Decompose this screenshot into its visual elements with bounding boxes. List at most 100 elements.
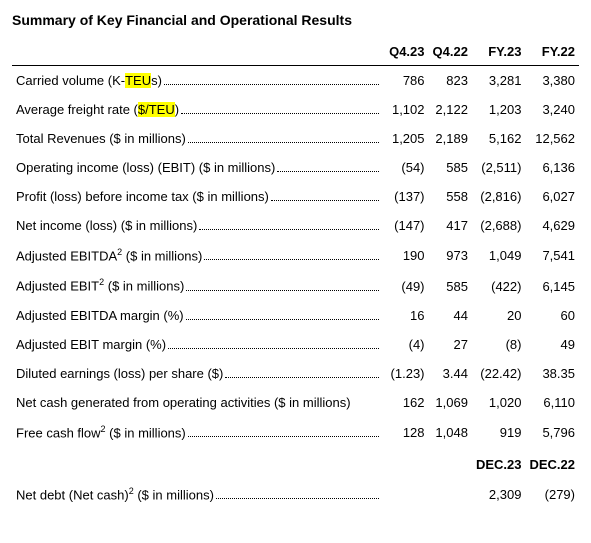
value-cell: 12,562 xyxy=(525,124,579,153)
value-cell xyxy=(429,479,472,509)
label-text: Operating income (loss) (EBIT) ($ in mil… xyxy=(16,160,275,175)
footnote-ref: 2 xyxy=(101,424,106,434)
value-cell: 3,240 xyxy=(525,95,579,124)
value-cell: (8) xyxy=(472,330,526,359)
value-cell: (54) xyxy=(385,153,428,182)
table-row: Profit (loss) before income tax ($ in mi… xyxy=(12,182,579,211)
value-cell: (422) xyxy=(472,270,526,300)
value-cell: 558 xyxy=(429,182,472,211)
value-cell: 1,205 xyxy=(385,124,428,153)
value-cell: 2,309 xyxy=(472,479,526,509)
sub-col-header: DEC.23 xyxy=(472,447,526,479)
col-header: Q4.22 xyxy=(429,38,472,66)
table-row: Net income (loss) ($ in millions)(147)41… xyxy=(12,211,579,240)
value-cell: (49) xyxy=(385,270,428,300)
value-cell: 973 xyxy=(429,240,472,270)
value-cell: 3.44 xyxy=(429,359,472,388)
col-header: FY.23 xyxy=(472,38,526,66)
table-row: Adjusted EBITDA2 ($ in millions) 1909731,… xyxy=(12,240,579,270)
label-text: Net cash generated from operating activi… xyxy=(16,395,351,410)
footnote-ref: 2 xyxy=(129,486,134,496)
value-cell: 4,629 xyxy=(525,211,579,240)
value-cell: 60 xyxy=(525,301,579,330)
value-cell: 190 xyxy=(385,240,428,270)
value-cell: 2,122 xyxy=(429,95,472,124)
row-label: Diluted earnings (loss) per share ($) xyxy=(12,359,385,388)
table-row: Net cash generated from operating activi… xyxy=(12,388,579,417)
value-cell: 1,069 xyxy=(429,388,472,417)
label-text: Total Revenues ($ in millions) xyxy=(16,131,186,146)
value-cell: 823 xyxy=(429,66,472,96)
header-row: Q4.23 Q4.22 FY.23 FY.22 xyxy=(12,38,579,66)
value-cell: 6,110 xyxy=(525,388,579,417)
row-label: Adjusted EBITDA2 ($ in millions) xyxy=(12,240,385,270)
header-blank xyxy=(12,38,385,66)
table-row: Adjusted EBIT2 ($ in millions) (49)585(42… xyxy=(12,270,579,300)
row-label: Operating income (loss) (EBIT) ($ in mil… xyxy=(12,153,385,182)
value-cell: (2,816) xyxy=(472,182,526,211)
table-row: Total Revenues ($ in millions) 1,2052,189… xyxy=(12,124,579,153)
row-label: Net income (loss) ($ in millions) xyxy=(12,211,385,240)
value-cell: 5,796 xyxy=(525,417,579,447)
value-cell: 38.35 xyxy=(525,359,579,388)
value-cell: 3,380 xyxy=(525,66,579,96)
value-cell: 20 xyxy=(472,301,526,330)
table-row: Adjusted EBITDA margin (%) 16442060 xyxy=(12,301,579,330)
value-cell: 27 xyxy=(429,330,472,359)
value-cell: 585 xyxy=(429,270,472,300)
col-header: FY.22 xyxy=(525,38,579,66)
highlight: TEU xyxy=(125,73,151,88)
label-text: Adjusted EBIT2 ($ in millions) xyxy=(16,277,184,293)
value-cell: 786 xyxy=(385,66,428,96)
label-text: Adjusted EBITDA margin (%) xyxy=(16,308,184,323)
row-label: Profit (loss) before income tax ($ in mi… xyxy=(12,182,385,211)
value-cell: 6,145 xyxy=(525,270,579,300)
table-row: Diluted earnings (loss) per share ($) (1.… xyxy=(12,359,579,388)
label-text: Net debt (Net cash)2 ($ in millions) xyxy=(16,486,214,502)
row-label: Net cash generated from operating activi… xyxy=(12,388,385,417)
value-cell: 128 xyxy=(385,417,428,447)
row-label: Carried volume (K-TEUs) xyxy=(12,66,385,96)
table-row: Operating income (loss) (EBIT) ($ in mil… xyxy=(12,153,579,182)
value-cell: 1,049 xyxy=(472,240,526,270)
table-row: Free cash flow2 ($ in millions)1281,0489… xyxy=(12,417,579,447)
label-text: Average freight rate ($/TEU) xyxy=(16,102,179,117)
value-cell: 16 xyxy=(385,301,428,330)
row-label: Total Revenues ($ in millions) xyxy=(12,124,385,153)
sub-col-header: DEC.22 xyxy=(525,447,579,479)
value-cell: 585 xyxy=(429,153,472,182)
value-cell xyxy=(385,479,428,509)
sub-header-row: DEC.23DEC.22 xyxy=(12,447,579,479)
table-row: Adjusted EBIT margin (%)(4)27(8)49 xyxy=(12,330,579,359)
value-cell: 49 xyxy=(525,330,579,359)
label-text: Diluted earnings (loss) per share ($) xyxy=(16,366,223,381)
label-text: Adjusted EBITDA2 ($ in millions) xyxy=(16,247,202,263)
value-cell: 162 xyxy=(385,388,428,417)
footnote-ref: 2 xyxy=(117,247,122,257)
table-title: Summary of Key Financial and Operational… xyxy=(12,12,579,28)
value-cell: 44 xyxy=(429,301,472,330)
row-label: Net debt (Net cash)2 ($ in millions) xyxy=(12,479,385,509)
value-cell: 417 xyxy=(429,211,472,240)
value-cell: 1,048 xyxy=(429,417,472,447)
value-cell: 6,027 xyxy=(525,182,579,211)
label-text: Adjusted EBIT margin (%) xyxy=(16,337,166,352)
value-cell: (22.42) xyxy=(472,359,526,388)
row-label: Average freight rate ($/TEU) xyxy=(12,95,385,124)
value-cell: (147) xyxy=(385,211,428,240)
value-cell: 2,189 xyxy=(429,124,472,153)
value-cell: 5,162 xyxy=(472,124,526,153)
table-row: Average freight rate ($/TEU) 1,1022,1221,… xyxy=(12,95,579,124)
financial-table: Q4.23 Q4.22 FY.23 FY.22 Carried volume (… xyxy=(12,38,579,509)
footnote-ref: 2 xyxy=(99,277,104,287)
value-cell: 1,102 xyxy=(385,95,428,124)
table-row: Carried volume (K-TEUs)7868233,2813,380 xyxy=(12,66,579,96)
value-cell: (1.23) xyxy=(385,359,428,388)
value-cell: (2,511) xyxy=(472,153,526,182)
value-cell: 6,136 xyxy=(525,153,579,182)
value-cell: 1,020 xyxy=(472,388,526,417)
label-text: Free cash flow2 ($ in millions) xyxy=(16,424,186,440)
value-cell: 1,203 xyxy=(472,95,526,124)
value-cell: (2,688) xyxy=(472,211,526,240)
value-cell: (137) xyxy=(385,182,428,211)
